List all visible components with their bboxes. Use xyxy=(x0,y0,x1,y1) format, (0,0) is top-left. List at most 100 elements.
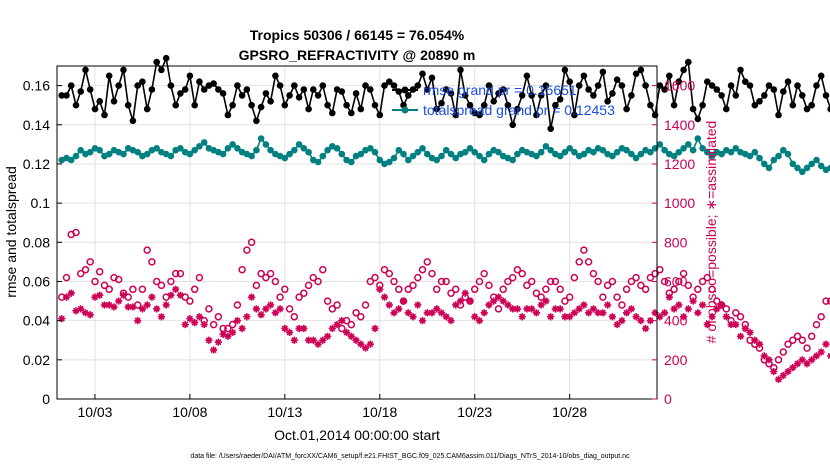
totalspread-point xyxy=(789,160,797,168)
assimilated-point xyxy=(808,356,816,364)
possible-point xyxy=(152,277,161,286)
totalspread-point xyxy=(471,148,479,156)
possible-point xyxy=(594,277,602,286)
possible-point xyxy=(565,293,574,301)
assimilated-point xyxy=(456,297,465,305)
assimilated-point xyxy=(741,324,749,333)
assimilated-point xyxy=(81,309,90,317)
possible-point xyxy=(423,258,432,266)
series-assimilated xyxy=(58,285,830,384)
totalspread-point xyxy=(419,145,426,152)
assimilated-point xyxy=(395,305,403,313)
possible-point xyxy=(228,320,237,329)
assimilated-point xyxy=(366,340,374,348)
assimilated-point xyxy=(157,313,166,321)
x-tick-label: 10/08 xyxy=(172,404,207,420)
possible-point xyxy=(276,293,284,301)
totalspread-point xyxy=(637,150,645,158)
assimilated-point xyxy=(380,293,389,301)
assimilated-point xyxy=(703,320,711,329)
rmse-point xyxy=(756,98,763,105)
rmse-point xyxy=(96,98,103,105)
possible-point xyxy=(641,285,650,294)
possible-point xyxy=(447,289,455,297)
rmse-point xyxy=(623,105,630,113)
totalspread-point xyxy=(727,148,735,156)
rmse-line xyxy=(61,57,830,130)
assimilated-point xyxy=(599,309,607,317)
totalspread-point xyxy=(452,154,460,162)
possible-point xyxy=(656,265,664,274)
rmse-point xyxy=(362,82,369,89)
assimilated-point xyxy=(471,313,479,321)
possible-point xyxy=(243,246,251,254)
possible-point xyxy=(523,281,531,290)
rmse-point xyxy=(746,82,754,89)
rmse-point xyxy=(476,111,483,119)
assimilated-point xyxy=(727,320,735,329)
rmse-point xyxy=(191,101,198,109)
possible-point xyxy=(95,267,104,276)
possible-point xyxy=(508,273,517,282)
totalspread-point xyxy=(305,148,312,156)
possible-point xyxy=(622,285,631,294)
possible-point xyxy=(143,246,151,254)
assimilated-point xyxy=(751,336,759,344)
rmse-point xyxy=(675,78,683,85)
totalspread-point xyxy=(447,150,455,158)
possible-point xyxy=(328,305,337,313)
rmse-point xyxy=(428,74,436,82)
assimilated-point xyxy=(281,324,289,333)
possible-point xyxy=(651,269,659,278)
possible-point xyxy=(627,277,636,286)
totalspread-point xyxy=(348,158,355,166)
totalspread-point xyxy=(295,141,303,148)
rmse-point xyxy=(661,86,668,93)
rmse-point xyxy=(338,88,346,95)
assimilated-point xyxy=(594,309,602,317)
assimilated-point xyxy=(689,297,697,305)
rmse-point xyxy=(594,82,602,89)
assimilated-point xyxy=(210,346,218,354)
possible-point xyxy=(537,293,545,301)
chart-title-line2: GPSRO_REFRACTIVITY @ 20890 m xyxy=(239,47,476,63)
assimilated-point xyxy=(770,367,778,376)
assimilated-point xyxy=(570,309,579,317)
assimilated-point xyxy=(604,301,612,309)
possible-point xyxy=(684,281,693,290)
rmse-point xyxy=(637,66,645,74)
assimilated-point xyxy=(243,313,251,321)
totalspread-point xyxy=(153,145,160,152)
possible-point xyxy=(380,265,389,274)
rmse-point xyxy=(210,80,217,87)
assimilated-point xyxy=(195,313,204,321)
rmse-point xyxy=(219,90,227,97)
y-tick-left-label: 0.16 xyxy=(23,78,50,94)
assimilated-point xyxy=(613,320,621,329)
assimilated-point xyxy=(423,309,431,317)
data-file-footer: data file: /Users/raeder/DAI/ATM_forcXX/… xyxy=(190,453,630,460)
totalspread-point xyxy=(229,141,236,148)
assimilated-point xyxy=(67,289,75,297)
possible-point xyxy=(361,301,370,309)
assimilated-point xyxy=(295,324,303,333)
assimilated-point xyxy=(229,328,237,336)
rmse-point xyxy=(784,78,792,85)
rmse-point xyxy=(770,86,778,93)
rmse-point xyxy=(324,101,331,109)
rmse-point xyxy=(120,66,127,74)
rmse-point xyxy=(405,92,412,99)
assimilated-point xyxy=(134,317,142,325)
assimilated-point xyxy=(490,297,498,305)
rmse-point xyxy=(827,105,830,113)
possible-point xyxy=(347,320,356,329)
possible-point xyxy=(637,281,645,290)
grid xyxy=(57,66,657,400)
totalspread-point xyxy=(300,145,308,152)
possible-point xyxy=(271,277,280,286)
rmse-point xyxy=(63,92,70,99)
assimilated-point xyxy=(262,305,270,313)
rmse-point xyxy=(561,66,569,74)
assimilated-point xyxy=(646,317,654,325)
rmse-point xyxy=(167,82,175,89)
